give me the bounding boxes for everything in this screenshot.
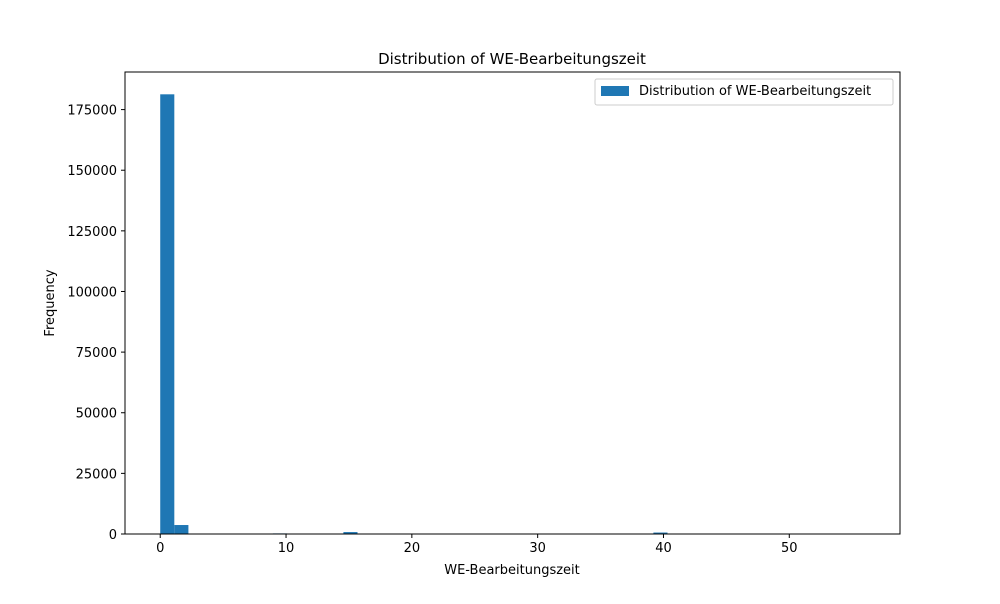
y-axis-ticks: 0 25000 50000 75000 100000 125000 150000 175000 bbox=[67, 104, 125, 543]
y-tick-label: 100000 bbox=[67, 285, 117, 300]
y-tick-label: 150000 bbox=[67, 164, 117, 179]
histogram-bar bbox=[174, 525, 189, 534]
histogram-bar bbox=[343, 532, 358, 534]
legend-box bbox=[594, 78, 894, 106]
y-tick-label: 175000 bbox=[67, 104, 117, 119]
x-axis-ticks: 0 10 20 30 40 50 bbox=[156, 534, 798, 556]
histogram-bar bbox=[653, 532, 668, 534]
legend-swatch bbox=[601, 86, 629, 96]
x-tick-label: 0 bbox=[156, 541, 164, 556]
plot-frame bbox=[124, 71, 901, 535]
x-axis-label: WE-Bearbeitungszeit bbox=[444, 563, 580, 578]
x-tick-label: 10 bbox=[278, 541, 295, 556]
legend-label: Distribution of WE-Bearbeitungszeit bbox=[639, 84, 871, 99]
y-tick-label: 25000 bbox=[76, 467, 117, 482]
histogram-bar bbox=[160, 94, 175, 534]
y-tick-label: 75000 bbox=[76, 346, 117, 361]
legend: Distribution of WE-Bearbeitungszeit bbox=[594, 78, 894, 106]
x-tick-label: 50 bbox=[781, 541, 798, 556]
x-tick-label: 20 bbox=[404, 541, 421, 556]
x-tick-label: 40 bbox=[655, 541, 672, 556]
y-tick-label: 125000 bbox=[67, 225, 117, 240]
y-tick-label: 50000 bbox=[76, 407, 117, 422]
y-tick-label: 0 bbox=[109, 528, 117, 543]
chart-title: Distribution of WE-Bearbeitungszeit bbox=[378, 50, 646, 68]
bars-group bbox=[160, 94, 668, 535]
y-axis-label: Frequency bbox=[43, 269, 58, 336]
x-tick-label: 30 bbox=[529, 541, 546, 556]
